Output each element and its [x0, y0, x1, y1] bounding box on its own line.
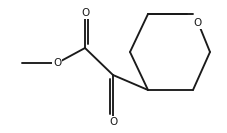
Text: O: O: [109, 117, 117, 127]
Text: O: O: [81, 8, 89, 18]
Text: O: O: [53, 58, 61, 68]
Text: O: O: [194, 18, 202, 28]
